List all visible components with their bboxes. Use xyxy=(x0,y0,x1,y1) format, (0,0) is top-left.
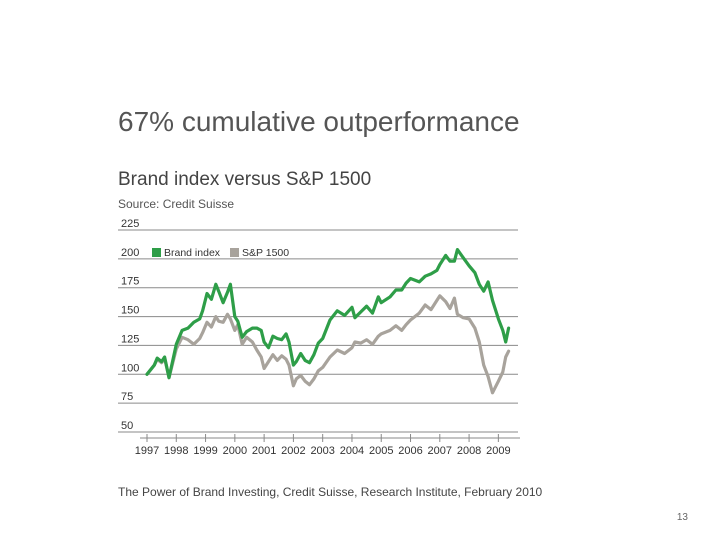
x-tick-label: 1999 xyxy=(193,445,217,457)
slide-subtitle: Brand index versus S&P 1500 xyxy=(118,169,372,190)
x-tick-label: 2002 xyxy=(281,445,305,457)
slide-title: 67% cumulative outperformance xyxy=(118,106,520,137)
legend: Brand index S&P 1500 xyxy=(152,247,289,259)
series-lines xyxy=(145,248,511,395)
legend-swatch xyxy=(230,248,239,257)
x-tick-label: 2009 xyxy=(486,445,510,457)
x-axis: 1997 1998 1999 2000 2001 2002 2003 2004 2005 2006… xyxy=(135,434,520,457)
y-tick-label: 50 xyxy=(121,420,133,432)
x-tick-label: 1998 xyxy=(164,445,188,457)
x-tick-label: 2008 xyxy=(457,445,481,457)
x-tick-label: 2006 xyxy=(398,445,422,457)
x-tick-label: 2003 xyxy=(310,445,334,457)
y-tick-label: 150 xyxy=(121,305,139,317)
legend-label: S&P 1500 xyxy=(242,247,289,259)
y-tick-label: 75 xyxy=(121,391,133,403)
y-tick-label: 125 xyxy=(121,333,139,345)
gridlines xyxy=(118,229,518,433)
x-tick-label: 1997 xyxy=(135,445,159,457)
legend-label: Brand index xyxy=(164,247,221,259)
y-axis-tick-labels: 225 200 175 150 125 100 75 50 xyxy=(121,218,139,432)
y-tick-label: 225 xyxy=(121,218,139,230)
x-tick-label: 2000 xyxy=(223,445,247,457)
x-tick-label: 2001 xyxy=(252,445,276,457)
x-tick-label: 2005 xyxy=(369,445,393,457)
series-line-brand-index xyxy=(145,248,511,380)
y-tick-label: 175 xyxy=(121,276,139,288)
legend-swatch xyxy=(152,248,161,257)
x-tick-label: 2004 xyxy=(340,445,364,457)
chart-source: Source: Credit Suisse xyxy=(118,197,235,211)
x-tick-label: 2007 xyxy=(428,445,452,457)
y-tick-label: 200 xyxy=(121,247,139,259)
page-number: 13 xyxy=(676,512,688,523)
series-line-s-p-1500 xyxy=(145,294,511,395)
footnote: The Power of Brand Investing, Credit Sui… xyxy=(118,485,543,499)
y-tick-label: 100 xyxy=(121,362,139,374)
